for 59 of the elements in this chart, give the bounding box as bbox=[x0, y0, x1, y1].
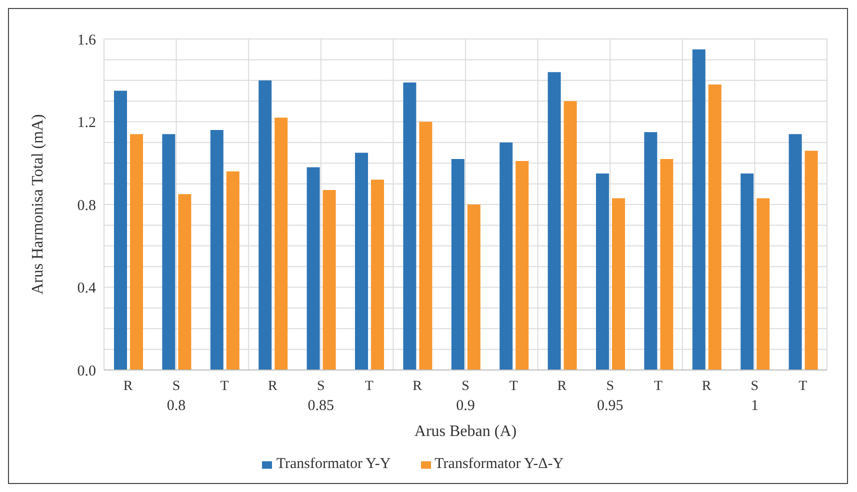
x-tick-label: S bbox=[317, 379, 325, 394]
x-tick-label: S bbox=[606, 379, 614, 394]
bar bbox=[274, 118, 288, 370]
x-tick-label: R bbox=[702, 379, 712, 394]
text: 0.85 bbox=[308, 398, 334, 414]
bar bbox=[692, 49, 706, 370]
bar bbox=[178, 194, 192, 370]
bar bbox=[306, 167, 320, 370]
bar bbox=[804, 150, 818, 370]
y-tick-label: 1.2 bbox=[77, 115, 96, 132]
bar bbox=[226, 171, 240, 370]
bar bbox=[419, 122, 432, 370]
x-tick-label: T bbox=[509, 379, 518, 394]
bar bbox=[258, 80, 272, 370]
x-tick-label: T bbox=[798, 379, 808, 394]
legend-label: Transformator Y-Y bbox=[276, 456, 391, 472]
y-tick-label: 0.4 bbox=[77, 280, 96, 297]
x-tick-label: S bbox=[750, 379, 759, 394]
bar bbox=[130, 134, 143, 370]
x-axis-title: Arus Beban (A) bbox=[414, 423, 517, 440]
bar bbox=[708, 84, 722, 370]
x-tick-label: R bbox=[412, 379, 423, 394]
y-tick-label: 0.8 bbox=[77, 198, 96, 214]
y-axis-title: Arus Harmonisa Total (mA) bbox=[30, 114, 47, 294]
bar bbox=[355, 152, 368, 370]
text: 0.8 bbox=[166, 398, 186, 414]
bar bbox=[788, 134, 802, 370]
bar bbox=[451, 158, 464, 370]
bar bbox=[740, 173, 754, 370]
bar bbox=[467, 204, 480, 370]
bar bbox=[162, 134, 176, 370]
bar bbox=[756, 198, 770, 370]
bar bbox=[210, 130, 224, 370]
text: 1 bbox=[750, 398, 758, 414]
x-tick-label: R bbox=[557, 379, 568, 394]
x-tick-label: S bbox=[172, 379, 180, 394]
x-tick-label: T bbox=[220, 379, 230, 394]
bar bbox=[516, 161, 529, 370]
x-tick-label: T bbox=[364, 379, 374, 394]
y-tick-label: 1.6 bbox=[77, 32, 96, 48]
legend-label: Transformator Y-Δ-Y bbox=[434, 456, 564, 472]
bar bbox=[371, 180, 384, 370]
bar bbox=[660, 158, 674, 370]
bar bbox=[500, 142, 513, 370]
x-tick-label: T bbox=[654, 379, 664, 394]
bar bbox=[596, 173, 609, 370]
text: 0.9 bbox=[456, 398, 475, 414]
bar bbox=[403, 82, 416, 370]
bar bbox=[322, 190, 336, 370]
bar bbox=[548, 72, 561, 370]
x-tick-label: R bbox=[123, 379, 134, 394]
text: 0.95 bbox=[596, 398, 624, 414]
bar bbox=[612, 198, 625, 370]
x-tick-label: S bbox=[462, 379, 470, 394]
bar bbox=[564, 101, 577, 370]
y-tick-label: 0.0 bbox=[77, 363, 96, 380]
bar bbox=[114, 90, 127, 370]
x-tick-label: R bbox=[268, 379, 278, 394]
bar bbox=[644, 132, 658, 370]
